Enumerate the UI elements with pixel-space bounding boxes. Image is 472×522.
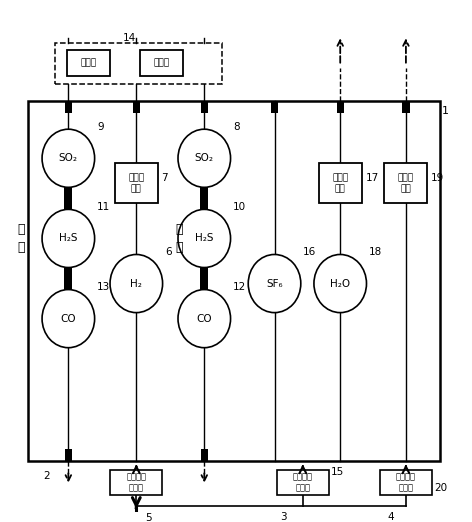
Bar <box>319 163 362 204</box>
Text: CO: CO <box>196 314 212 324</box>
Text: 电磁鄀: 电磁鄀 <box>153 58 169 67</box>
Bar <box>380 470 432 494</box>
Text: 2: 2 <box>43 471 50 481</box>
Circle shape <box>248 255 301 313</box>
Text: SO₂: SO₂ <box>59 153 78 163</box>
Text: 3: 3 <box>280 512 287 521</box>
Text: 8: 8 <box>233 122 239 132</box>
Text: 17: 17 <box>365 173 379 183</box>
Bar <box>337 101 344 113</box>
Text: H₂S: H₂S <box>59 233 77 243</box>
Text: 小
程: 小 程 <box>176 223 183 254</box>
Text: 18: 18 <box>369 247 382 257</box>
Text: 7: 7 <box>161 173 168 183</box>
Circle shape <box>178 209 230 267</box>
Bar <box>115 163 158 204</box>
Bar <box>271 101 278 113</box>
Text: 14: 14 <box>123 32 136 42</box>
Bar <box>133 101 140 113</box>
Text: 电磁鄀: 电磁鄀 <box>81 58 97 67</box>
Circle shape <box>42 129 94 187</box>
Text: 第二流量
调节阀: 第二流量 调节阀 <box>293 472 313 493</box>
Bar <box>277 470 329 494</box>
Text: 第一流
量计: 第一流 量计 <box>128 173 144 193</box>
Text: H₂S: H₂S <box>195 233 213 243</box>
Text: 15: 15 <box>331 468 345 478</box>
Bar <box>200 187 208 209</box>
Circle shape <box>314 255 366 313</box>
Text: 第二流
量计: 第二流 量计 <box>332 173 348 193</box>
Text: 第三流
量计: 第三流 量计 <box>398 173 414 193</box>
Circle shape <box>178 290 230 348</box>
Circle shape <box>42 209 94 267</box>
Text: 5: 5 <box>145 513 152 522</box>
Circle shape <box>42 290 94 348</box>
Text: 13: 13 <box>97 282 110 292</box>
Bar <box>64 187 72 209</box>
Text: 12: 12 <box>233 282 246 292</box>
Bar <box>65 449 72 461</box>
Text: 11: 11 <box>97 202 110 212</box>
Text: 第三流量
调节阀: 第三流量 调节阀 <box>396 472 416 493</box>
Bar <box>65 101 72 113</box>
Text: 6: 6 <box>165 247 171 257</box>
Bar <box>64 267 72 290</box>
Text: H₂O: H₂O <box>330 279 350 289</box>
Text: 9: 9 <box>97 122 103 132</box>
Circle shape <box>178 129 230 187</box>
Text: SF₆: SF₆ <box>266 279 283 289</box>
Bar <box>201 449 208 461</box>
Bar <box>67 50 110 76</box>
Text: 19: 19 <box>431 173 444 183</box>
Text: 16: 16 <box>303 247 316 257</box>
Bar <box>27 101 440 461</box>
Bar <box>55 42 222 84</box>
Text: 10: 10 <box>233 202 246 212</box>
Text: SO₂: SO₂ <box>195 153 214 163</box>
Text: 4: 4 <box>388 512 395 521</box>
Text: CO: CO <box>60 314 76 324</box>
Bar <box>384 163 428 204</box>
Bar <box>140 50 183 76</box>
Bar <box>200 267 208 290</box>
Bar <box>201 101 208 113</box>
Bar <box>402 101 410 113</box>
Text: H₂: H₂ <box>130 279 142 289</box>
Text: 20: 20 <box>434 482 447 492</box>
Text: 大
程: 大 程 <box>17 223 25 254</box>
Circle shape <box>110 255 162 313</box>
Text: 第一流量
调节阀: 第一流量 调节阀 <box>126 472 146 493</box>
Text: 1: 1 <box>442 105 449 116</box>
Bar <box>110 470 162 494</box>
